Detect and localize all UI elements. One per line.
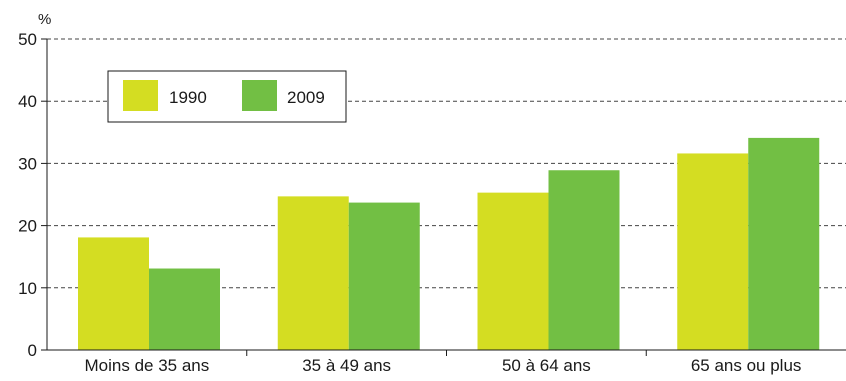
bars: [78, 137, 820, 350]
y-tick-label: 40: [18, 92, 37, 111]
x-tick-label: 50 à 64 ans: [502, 356, 591, 375]
x-tick-label: 65 ans ou plus: [691, 356, 802, 375]
bar-2009-1: [149, 268, 220, 350]
bar-2009-4: [748, 137, 820, 350]
y-tick-label: 10: [18, 279, 37, 298]
x-tick-labels: Moins de 35 ans 35 à 49 ans 50 à 64 ans 65 …: [85, 356, 802, 375]
y-tick-label: 0: [28, 341, 37, 360]
axes: %: [38, 11, 846, 356]
legend-swatch-1990: [123, 80, 158, 111]
legend-swatch-2009: [242, 80, 277, 111]
y-tick-labels: 0 10 20 30 40 50: [18, 30, 37, 360]
y-tick-label: 50: [18, 30, 37, 49]
bar-1990-1: [78, 237, 149, 350]
x-tick-label: Moins de 35 ans: [85, 356, 210, 375]
legend-label-2009: 2009: [287, 88, 325, 107]
y-tick-label: 30: [18, 154, 37, 173]
bar-2009-3: [548, 170, 620, 350]
y-axis-label: %: [38, 11, 51, 28]
y-tick-label: 20: [18, 217, 37, 236]
bar-1990-3: [477, 192, 549, 350]
bar-1990-2: [277, 196, 349, 350]
bar-1990-4: [677, 153, 749, 350]
legend-label-1990: 1990: [169, 88, 207, 107]
legend: 1990 2009: [107, 70, 347, 123]
bar-2009-2: [348, 202, 420, 350]
x-tick-label: 35 à 49 ans: [302, 356, 391, 375]
